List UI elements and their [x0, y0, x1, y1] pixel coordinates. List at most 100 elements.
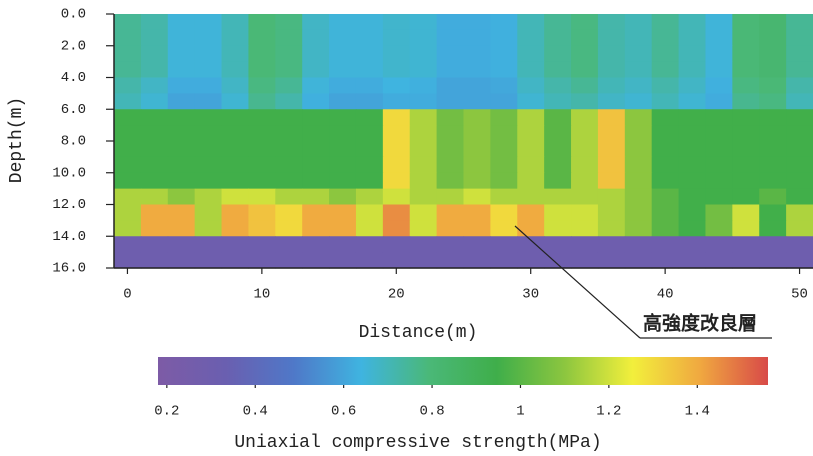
heatmap-cell: [114, 29, 142, 47]
heatmap: [114, 14, 813, 269]
heatmap-cell: [517, 93, 545, 110]
heatmap-cell: [463, 45, 491, 63]
heatmap-cell: [329, 236, 357, 253]
heatmap-cell: [382, 204, 411, 221]
heatmap-cell: [140, 220, 169, 237]
heatmap-cell: [759, 172, 787, 190]
heatmap-cell: [355, 188, 384, 206]
heatmap-cell: [786, 109, 813, 126]
heatmap-cell: [409, 61, 438, 79]
heatmap-cell: [517, 188, 545, 206]
heatmap-cell: [786, 14, 813, 31]
heatmap-cell: [705, 29, 733, 47]
heatmap-cell: [114, 188, 142, 206]
heatmap-cell: [490, 77, 518, 94]
heatmap-cell: [355, 14, 384, 31]
heatmap-cell: [355, 45, 384, 63]
heatmap-cell: [167, 188, 196, 206]
heatmap-cell: [786, 45, 813, 63]
heatmap-cell: [651, 109, 680, 126]
heatmap-cell: [140, 125, 169, 142]
heatmap-cell: [732, 188, 760, 206]
heatmap-cell: [517, 141, 545, 158]
heatmap-cell: [678, 236, 707, 253]
heatmap-cell: [597, 29, 626, 47]
heatmap-cell: [409, 29, 438, 47]
heatmap-cell: [490, 29, 518, 47]
heatmap-cell: [382, 156, 411, 174]
heatmap-cell: [329, 172, 357, 190]
heatmap-cell: [705, 45, 733, 63]
heatmap-cell: [302, 45, 330, 63]
heatmap-cell: [355, 109, 384, 126]
heatmap-cell: [302, 109, 330, 126]
heatmap-cell: [167, 125, 196, 142]
heatmap-cell: [624, 204, 653, 221]
heatmap-cell: [194, 252, 223, 269]
heatmap-cell: [382, 109, 411, 126]
heatmap-cell: [759, 109, 787, 126]
heatmap-cell: [678, 252, 707, 269]
heatmap-cell: [463, 220, 491, 237]
heatmap-cell: [759, 141, 787, 158]
heatmap-cell: [355, 236, 384, 253]
heatmap-cell: [114, 14, 142, 31]
y-tick-label: 8.0: [61, 134, 86, 150]
heatmap-cell: [275, 188, 303, 206]
heatmap-cell: [544, 93, 572, 110]
heatmap-cell: [571, 45, 599, 63]
heatmap-cell: [490, 220, 518, 237]
heatmap-cell: [382, 93, 411, 110]
x-tick-label: 40: [657, 287, 674, 303]
heatmap-cell: [517, 14, 545, 31]
heatmap-cell: [651, 188, 680, 206]
heatmap-cell: [275, 45, 303, 63]
heatmap-cell: [140, 109, 169, 126]
heatmap-cell: [786, 236, 813, 253]
heatmap-cell: [786, 93, 813, 110]
y-tick-label: 6.0: [61, 102, 86, 118]
heatmap-cell: [651, 61, 680, 79]
heatmap-cell: [114, 252, 142, 269]
heatmap-cell: [355, 220, 384, 237]
heatmap-cell: [409, 252, 438, 269]
heatmap-cell: [651, 141, 680, 158]
heatmap-cell: [194, 156, 223, 174]
heatmap-cell: [248, 188, 276, 206]
heatmap-cell: [329, 29, 357, 47]
heatmap-cell: [544, 61, 572, 79]
heatmap-cell: [194, 29, 223, 47]
heatmap-cell: [517, 77, 545, 94]
heatmap-cell: [355, 125, 384, 142]
heatmap-cell: [624, 156, 653, 174]
colorbar-tick-label: 1.4: [685, 404, 710, 420]
heatmap-cell: [355, 172, 384, 190]
heatmap-cell: [571, 141, 599, 158]
heatmap-cell: [221, 45, 250, 63]
heatmap-cell: [382, 29, 411, 47]
heatmap-cell: [759, 61, 787, 79]
heatmap-cell: [409, 172, 438, 190]
heatmap-cell: [248, 61, 276, 79]
heatmap-cell: [544, 14, 572, 31]
heatmap-cell: [275, 252, 303, 269]
heatmap-cell: [759, 125, 787, 142]
heatmap-cell: [329, 204, 357, 221]
heatmap-cell: [651, 77, 680, 94]
heatmap-cell: [463, 29, 491, 47]
heatmap-cell: [248, 204, 276, 221]
heatmap-cell: [624, 93, 653, 110]
heatmap-cell: [517, 236, 545, 253]
heatmap-cell: [194, 188, 223, 206]
heatmap-cell: [409, 188, 438, 206]
heatmap-cell: [597, 188, 626, 206]
heatmap-cell: [382, 236, 411, 253]
heatmap-cell: [490, 93, 518, 110]
heatmap-cell: [678, 220, 707, 237]
heatmap-cell: [597, 109, 626, 126]
heatmap-cell: [571, 252, 599, 269]
colorbar-tick-label: 0.6: [331, 404, 356, 420]
heatmap-cell: [597, 141, 626, 158]
heatmap-cell: [678, 14, 707, 31]
heatmap-cell: [355, 77, 384, 94]
